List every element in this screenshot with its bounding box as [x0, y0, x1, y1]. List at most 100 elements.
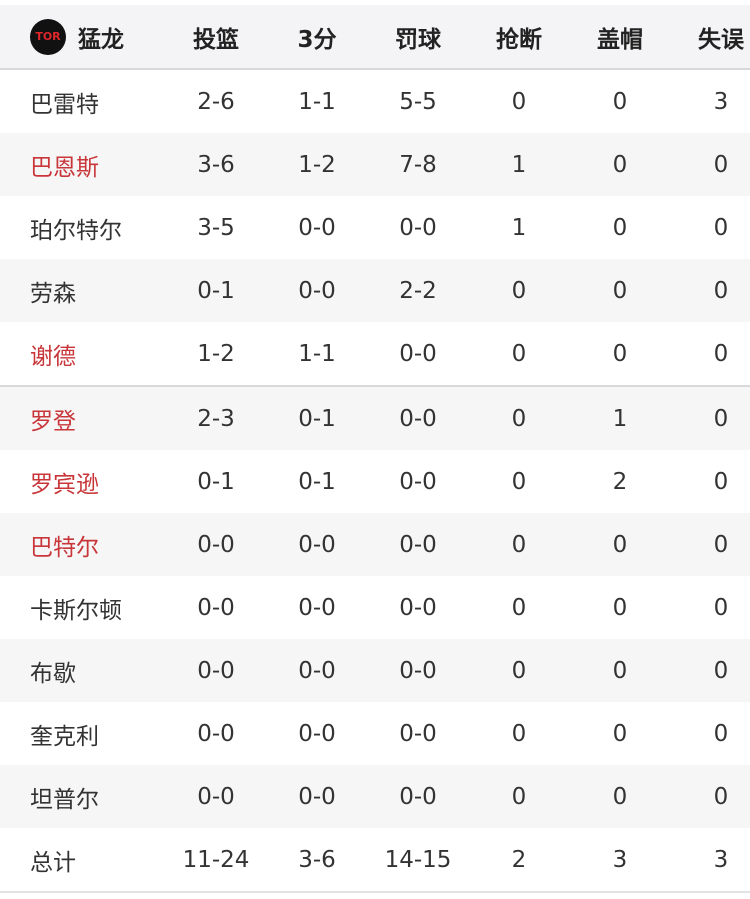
- player-name[interactable]: 巴特尔: [30, 534, 99, 561]
- stat-cell: 0-0: [197, 783, 235, 810]
- table-row[interactable]: 巴特尔 0-0 0-0 0-0 0 0 0: [0, 513, 750, 576]
- table-row[interactable]: 罗宾逊 0-1 0-1 0-0 0 2 0: [0, 450, 750, 513]
- stat-cell: 0: [511, 340, 527, 367]
- stat-cell: 0-0: [399, 405, 437, 432]
- column-header: 盖帽: [597, 26, 643, 53]
- stat-cell: 1-1: [298, 88, 336, 115]
- stat-cell: 1-2: [298, 151, 336, 178]
- stat-cell: 1-2: [197, 340, 235, 367]
- column-header: 罚球: [395, 26, 441, 53]
- stat-cell: 0-0: [298, 594, 336, 621]
- stat-cell: 0: [713, 720, 729, 747]
- stat-cell: 0: [612, 783, 628, 810]
- stat-cell: 0: [612, 151, 628, 178]
- stat-cell: 3-6: [298, 846, 336, 873]
- table-row[interactable]: 布歇 0-0 0-0 0-0 0 0 0: [0, 639, 750, 702]
- stat-cell: 0: [511, 468, 527, 495]
- stat-cell: 0: [511, 88, 527, 115]
- player-name[interactable]: 卡斯尔顿: [30, 597, 122, 624]
- column-header: 抢断: [496, 26, 542, 53]
- stat-cell: 0: [511, 405, 527, 432]
- stat-cell: 0-0: [399, 340, 437, 367]
- stat-cell: 5-5: [399, 88, 437, 115]
- stat-cell: 0: [511, 594, 527, 621]
- player-name[interactable]: 布歇: [30, 660, 76, 687]
- stat-cell: 0-1: [197, 468, 235, 495]
- stat-cell: 1: [511, 151, 527, 178]
- player-name[interactable]: 总计: [30, 849, 76, 876]
- player-name[interactable]: 罗宾逊: [30, 471, 99, 498]
- stat-cell: 0-0: [197, 720, 235, 747]
- column-header: 失误: [698, 26, 744, 53]
- table-row[interactable]: 劳森 0-1 0-0 2-2 0 0 0: [0, 259, 750, 322]
- stat-cell: 0-0: [399, 657, 437, 684]
- stat-cell: 0-0: [298, 277, 336, 304]
- table-row[interactable]: 奎克利 0-0 0-0 0-0 0 0 0: [0, 702, 750, 765]
- stat-cell: 0: [713, 151, 729, 178]
- stat-cell: 0: [713, 468, 729, 495]
- player-name[interactable]: 巴恩斯: [30, 154, 99, 181]
- stat-cell: 0-0: [298, 531, 336, 558]
- table-row[interactable]: 巴雷特 2-6 1-1 5-5 0 0 3: [0, 70, 750, 133]
- stat-cell: 0-0: [399, 468, 437, 495]
- stat-cell: 0: [713, 277, 729, 304]
- player-name[interactable]: 坦普尔: [30, 786, 99, 813]
- stat-cell: 11-24: [182, 846, 250, 873]
- stat-cell: 0-0: [399, 720, 437, 747]
- stat-cell: 0-1: [197, 277, 235, 304]
- table-row[interactable]: 谢德 1-2 1-1 0-0 0 0 0: [0, 322, 750, 387]
- stat-cell: 3: [713, 88, 729, 115]
- stat-cell: 2-3: [197, 405, 235, 432]
- player-name[interactable]: 巴雷特: [30, 91, 99, 118]
- stat-cell: 0-1: [298, 405, 336, 432]
- stat-cell: 0: [713, 340, 729, 367]
- stat-cell: 0: [612, 657, 628, 684]
- team-name: TOR 猛龙: [30, 18, 124, 55]
- stat-cell: 0: [612, 720, 628, 747]
- stat-cell: 0: [713, 657, 729, 684]
- column-header: 3分: [297, 26, 337, 53]
- table-row[interactable]: 巴恩斯 3-6 1-2 7-8 1 0 0: [0, 133, 750, 196]
- stat-cell: 1-1: [298, 340, 336, 367]
- table-row[interactable]: 罗登 2-3 0-1 0-0 0 1 0: [0, 387, 750, 450]
- stat-cell: 1: [511, 214, 527, 241]
- stat-cell: 0: [511, 531, 527, 558]
- stat-cell: 0-0: [399, 214, 437, 241]
- player-name[interactable]: 奎克利: [30, 723, 99, 750]
- totals-row[interactable]: 总计 11-24 3-6 14-15 2 3 3: [0, 828, 750, 893]
- stat-cell: 0: [713, 783, 729, 810]
- stat-cell: 0: [713, 531, 729, 558]
- table-row[interactable]: 卡斯尔顿 0-0 0-0 0-0 0 0 0: [0, 576, 750, 639]
- stat-cell: 0-0: [298, 214, 336, 241]
- stat-cell: 0: [612, 340, 628, 367]
- stat-cell: 3-5: [197, 214, 235, 241]
- stat-cell: 0: [713, 594, 729, 621]
- table-row[interactable]: 珀尔特尔 3-5 0-0 0-0 1 0 0: [0, 196, 750, 259]
- stat-cell: 3-6: [197, 151, 235, 178]
- table-header: TOR 猛龙 投篮 3分 罚球 抢断 盖帽 失误: [0, 5, 750, 70]
- stat-cell: 0: [612, 531, 628, 558]
- stat-cell: 0-0: [399, 594, 437, 621]
- stat-cell: 0: [511, 657, 527, 684]
- stat-cell: 2-2: [399, 277, 437, 304]
- stat-cell: 0: [511, 783, 527, 810]
- stat-cell: 0: [713, 214, 729, 241]
- stat-cell: 0-0: [298, 720, 336, 747]
- stat-cell: 0-0: [197, 531, 235, 558]
- stat-cell: 14-15: [384, 846, 452, 873]
- player-name[interactable]: 劳森: [30, 280, 76, 307]
- player-name[interactable]: 谢德: [30, 343, 76, 370]
- player-name[interactable]: 珀尔特尔: [30, 217, 122, 244]
- stat-cell: 0: [511, 277, 527, 304]
- team-label: 猛龙: [78, 26, 124, 53]
- table-row[interactable]: 坦普尔 0-0 0-0 0-0 0 0 0: [0, 765, 750, 828]
- stat-cell: 2: [612, 468, 628, 495]
- stat-cell: 1: [612, 405, 628, 432]
- stat-cell: 0: [612, 277, 628, 304]
- stat-cell: 0: [612, 88, 628, 115]
- stat-cell: 0-0: [197, 657, 235, 684]
- stat-cell: 3: [612, 846, 628, 873]
- box-score-table: TOR 猛龙 投篮 3分 罚球 抢断 盖帽 失误 巴雷特 2-6 1-1 5-5 0 0 3…: [0, 5, 750, 893]
- stat-cell: 0-0: [298, 657, 336, 684]
- player-name[interactable]: 罗登: [30, 408, 76, 435]
